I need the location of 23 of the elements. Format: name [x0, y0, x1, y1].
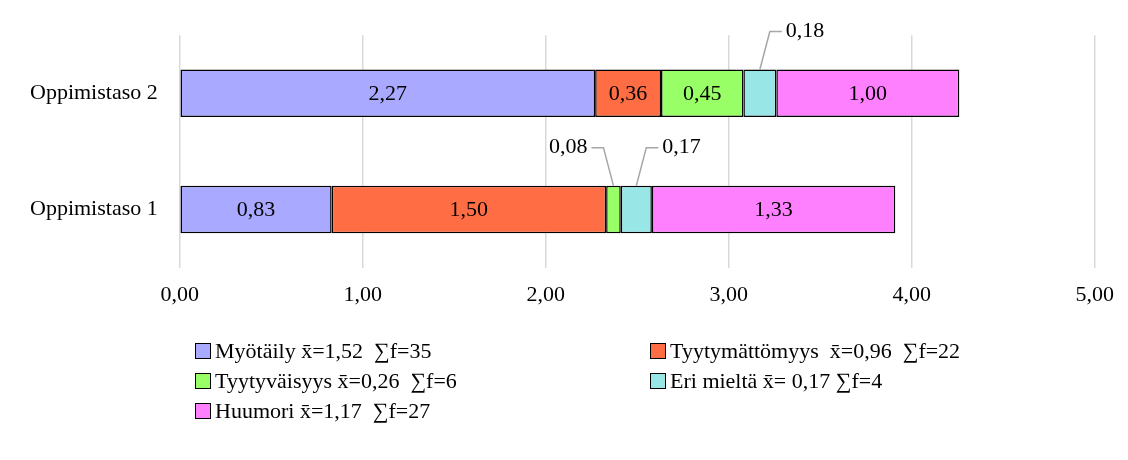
y-tick-label: Oppimistaso 2 — [29, 79, 158, 105]
data-label: 0,83 — [236, 196, 276, 222]
x-tick-label: 5,00 — [1075, 280, 1114, 306]
data-label: 0,17 — [662, 133, 701, 159]
x-tick-label: 1,00 — [343, 280, 382, 306]
data-label: 1,33 — [754, 196, 793, 222]
y-tick-label: Oppimistaso 1 — [29, 195, 158, 221]
data-label: 0,08 — [548, 133, 588, 159]
data-label: 1,50 — [449, 196, 489, 222]
legend-label: Tyytymättömyys x̄=0,96 ∑f=22 — [670, 338, 961, 364]
x-tick-label: 0,00 — [160, 280, 199, 306]
data-label: 0,45 — [682, 80, 722, 106]
legend-label: Eri mieltä x̄= 0,17 ∑f=4 — [670, 368, 883, 394]
data-label: 0,36 — [608, 80, 648, 106]
x-tick-label: 3,00 — [709, 280, 748, 306]
x-tick-label: 2,00 — [526, 280, 565, 306]
data-label: 0,18 — [785, 17, 825, 43]
data-label: 2,27 — [368, 80, 408, 106]
x-tick-label: 4,00 — [892, 280, 931, 306]
legend-label: Myötäily x̄=1,52 ∑f=35 — [215, 338, 432, 364]
legend-label: Tyytyväisyys x̄=0,26 ∑f=6 — [215, 368, 457, 394]
legend-label: Huumori x̄=1,17 ∑f=27 — [215, 398, 431, 424]
data-label: 1,00 — [848, 80, 888, 106]
